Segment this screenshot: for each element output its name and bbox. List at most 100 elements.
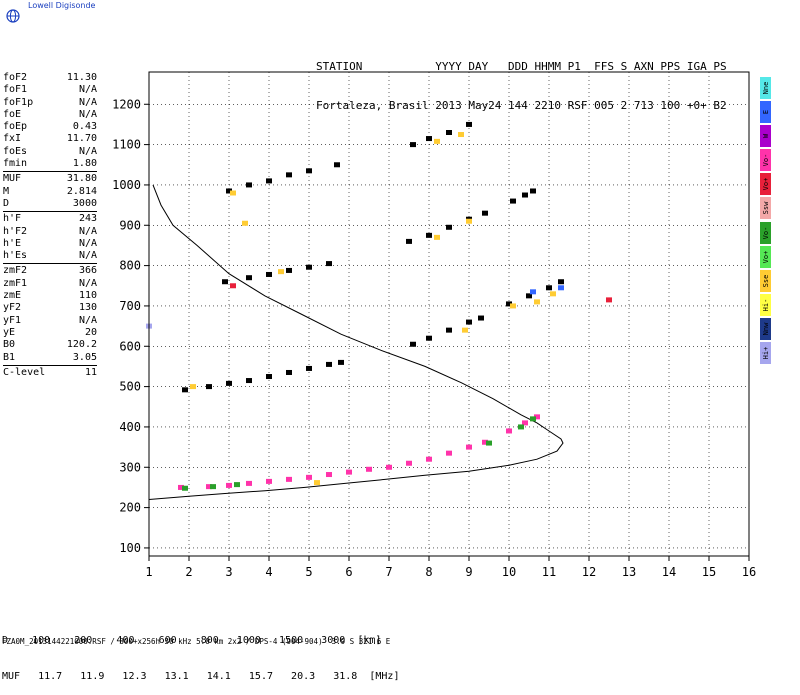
y-tick-label: 1100 bbox=[112, 138, 141, 152]
legend-label: Hi+ bbox=[761, 346, 770, 360]
param-row: yE 20 bbox=[0, 327, 100, 339]
param-label: MUF bbox=[3, 173, 22, 185]
echo-point bbox=[434, 138, 440, 144]
echo-point bbox=[530, 416, 536, 422]
param-value: 1.80 bbox=[72, 158, 97, 170]
param-label: foEs bbox=[3, 145, 28, 157]
distance-cell: 1500 bbox=[260, 635, 304, 646]
param-value: 120.2 bbox=[66, 339, 97, 351]
echo-point bbox=[306, 365, 312, 371]
param-separator bbox=[3, 364, 97, 366]
legend-swatch: Ssw bbox=[760, 197, 771, 220]
echo-point bbox=[482, 439, 488, 445]
x-tick-label: 12 bbox=[582, 565, 596, 579]
points-layer bbox=[146, 121, 612, 491]
param-row: foF1p N/A bbox=[0, 97, 100, 109]
legend-swatch: W bbox=[760, 125, 771, 148]
param-value: 31.80 bbox=[66, 173, 97, 185]
distance-cell: 800 bbox=[176, 635, 219, 646]
param-label: C-level bbox=[3, 366, 46, 378]
param-label: yE bbox=[3, 326, 16, 338]
distance-cell: 3000 bbox=[303, 635, 346, 646]
distance-values: 100 200 400 600 800 1000 1500 3000 bbox=[8, 635, 357, 646]
brand-logo: Lowell Digisonde bbox=[4, 0, 124, 24]
echo-point bbox=[426, 232, 432, 238]
brand-name: Lowell Digisonde bbox=[28, 1, 96, 10]
param-label: foF1 bbox=[3, 84, 28, 96]
param-value: 243 bbox=[78, 213, 97, 225]
legend-swatch: Nnw bbox=[760, 317, 771, 340]
echo-point bbox=[426, 136, 432, 142]
muf-row: MUF 11.7 11.9 12.3 13.1 14.1 15.7 20.3 3… bbox=[2, 671, 399, 683]
echo-point bbox=[326, 361, 332, 367]
echo-point bbox=[466, 444, 472, 450]
station-header: STATION YYYY DAY DDD HHMM P1 FFS S AXN P… bbox=[316, 34, 727, 125]
param-value: N/A bbox=[78, 225, 97, 237]
globe-icon bbox=[6, 9, 20, 23]
muf-label: MUF bbox=[2, 671, 21, 682]
echo-point bbox=[506, 428, 512, 434]
echo-point bbox=[446, 327, 452, 333]
echo-point bbox=[286, 476, 292, 482]
legend-swatch: Vo- bbox=[760, 221, 771, 244]
echo-point bbox=[182, 387, 188, 393]
param-label: foF2 bbox=[3, 72, 28, 83]
echo-point bbox=[426, 456, 432, 462]
param-label: yF2 bbox=[3, 302, 22, 314]
parameter-panel: foF2 11.30 foF1 N/A foF1p N/A foE N/A foEp 0.43 fx… bbox=[0, 72, 100, 379]
y-tick-label: 600 bbox=[119, 339, 141, 353]
grid-layer bbox=[149, 72, 749, 556]
param-row: C-level 11 bbox=[0, 367, 100, 379]
echo-point bbox=[466, 319, 472, 325]
x-tick-label: 14 bbox=[662, 565, 676, 579]
param-row: foF1 N/A bbox=[0, 84, 100, 96]
x-tick-label: 10 bbox=[502, 565, 516, 579]
x-tick-label: 9 bbox=[465, 565, 472, 579]
legend-label: Sse bbox=[761, 274, 770, 288]
distance-cell: 1000 bbox=[218, 635, 261, 646]
echo-point bbox=[226, 188, 232, 194]
param-row: M 2.814 bbox=[0, 186, 100, 198]
param-value: N/A bbox=[78, 108, 97, 120]
param-row: foEs N/A bbox=[0, 146, 100, 158]
echo-point bbox=[446, 450, 452, 456]
y-tick-label: 100 bbox=[119, 541, 141, 555]
muf-table: D 100 200 400 600 800 1000 1500 3000 [km… bbox=[2, 611, 399, 695]
echo-point bbox=[210, 484, 216, 490]
ticks-layer: 1 2 3 4 5 6 7 8 9 10 11 12 13 14 15 1610020030040050060… bbox=[112, 97, 756, 579]
param-label: D bbox=[3, 197, 10, 209]
echo-point bbox=[266, 478, 272, 484]
echo-point bbox=[410, 341, 416, 347]
param-row: zmF1 N/A bbox=[0, 278, 100, 290]
echo-point bbox=[406, 460, 412, 466]
y-tick-label: 1200 bbox=[112, 97, 141, 111]
param-value: N/A bbox=[78, 96, 97, 108]
echo-point bbox=[522, 192, 528, 198]
echo-point bbox=[530, 289, 536, 295]
param-row: fmin 1.80 bbox=[0, 158, 100, 170]
param-label: zmE bbox=[3, 290, 22, 302]
param-value: 11.70 bbox=[66, 133, 97, 145]
echo-point bbox=[458, 132, 464, 138]
param-separator bbox=[3, 211, 97, 213]
y-tick-label: 1000 bbox=[112, 178, 141, 192]
muf-cell: 20.3 bbox=[273, 671, 316, 682]
echo-point bbox=[478, 315, 484, 321]
param-label: B1 bbox=[3, 351, 16, 363]
param-row: foE N/A bbox=[0, 109, 100, 121]
echo-point bbox=[266, 374, 272, 380]
echo-point bbox=[182, 485, 188, 491]
param-row: zmF2 366 bbox=[0, 265, 100, 277]
param-label: fxI bbox=[3, 133, 22, 145]
echo-point bbox=[230, 190, 236, 196]
param-row: MUF 31.80 bbox=[0, 173, 100, 185]
param-value: N/A bbox=[78, 84, 97, 96]
profile-layer bbox=[148, 184, 564, 500]
echo-point bbox=[366, 466, 372, 472]
echo-point bbox=[434, 234, 440, 240]
param-label: zmF1 bbox=[3, 277, 28, 289]
echo-point bbox=[510, 198, 516, 204]
echo-point bbox=[386, 464, 392, 470]
electron-density-profile bbox=[148, 184, 564, 500]
legend-label: E bbox=[761, 109, 770, 115]
